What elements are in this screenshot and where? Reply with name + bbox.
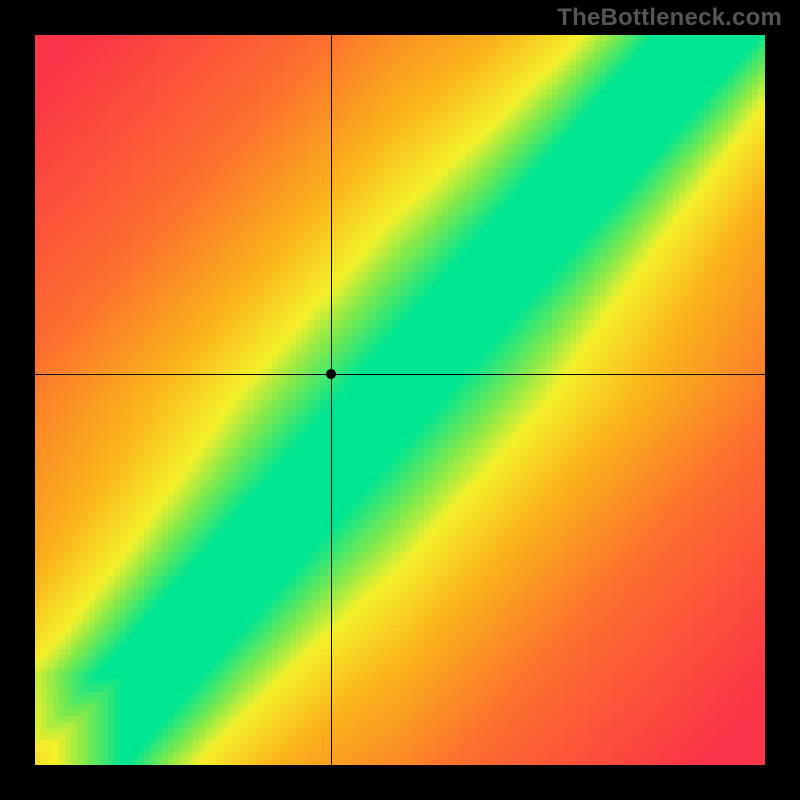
chart-outer-frame: TheBottleneck.com xyxy=(0,0,800,800)
watermark-text: TheBottleneck.com xyxy=(557,4,782,32)
plot-area xyxy=(35,35,765,765)
heatmap-canvas xyxy=(35,35,765,765)
crosshair-marker-dot xyxy=(326,369,336,379)
crosshair-horizontal xyxy=(35,374,765,375)
crosshair-vertical xyxy=(331,35,332,765)
